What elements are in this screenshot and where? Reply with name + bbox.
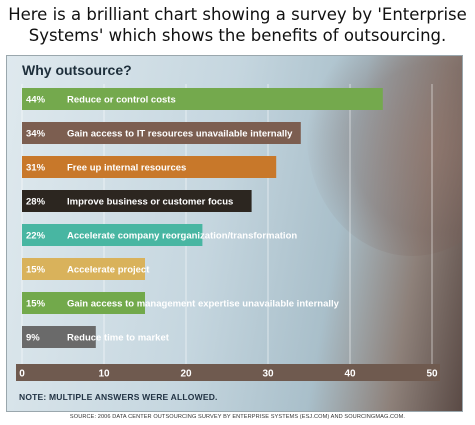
bar-category-label: Gain access to IT resources unavailable … [67,129,293,140]
bar-value-label: 31% [26,163,46,174]
bar-category-label: Free up internal resources [67,163,186,174]
bar [22,190,252,212]
bar-value-label: 44% [26,95,46,106]
bar-value-label: 28% [26,197,46,208]
x-tick-label: 50 [426,369,438,380]
bar-value-label: 15% [26,265,46,276]
bar-category-label: Improve business or customer focus [67,197,233,208]
x-tick-label: 40 [344,369,356,380]
bar-category-label: Accelerate company reorganization/transf… [67,231,297,242]
bar-value-label: 34% [26,129,46,140]
x-tick-label: 20 [180,369,192,380]
bar [22,88,383,110]
bar-value-label: 9% [26,333,40,344]
bar-category-label: Accelerate project [67,265,150,276]
bar-value-label: 15% [26,299,46,310]
x-tick-label: 10 [98,369,110,380]
x-tick-label: 30 [262,369,274,380]
source-credit: SOURCE: 2006 DATA CENTER OUTSOURCING SUR… [69,414,406,420]
bar [22,292,145,314]
bar [22,224,203,246]
chart-title: Why outsource? [22,62,132,78]
bar-chart: 44% Reduce or control costs 34% Gain access… [16,84,440,381]
bar-category-label: Gain access to management expertise unav… [67,299,340,310]
bar [22,122,301,144]
x-tick-label: 0 [19,369,25,380]
bar [22,156,277,178]
bar-category-label: Reduce time to market [67,333,170,344]
bar [22,326,96,348]
chart-panel: Why outsource? 44% Reduce or control cost… [6,55,463,412]
x-axis-bar [16,364,440,381]
chart-caption: Here is a brilliant chart showing a surv… [8,5,467,45]
chart-note: NOTE: MULTIPLE ANSWERS WERE ALLOWED. [19,392,218,402]
bar-category-label: Reduce or control costs [67,95,176,106]
bar [22,258,145,280]
bar-value-label: 22% [26,231,46,242]
